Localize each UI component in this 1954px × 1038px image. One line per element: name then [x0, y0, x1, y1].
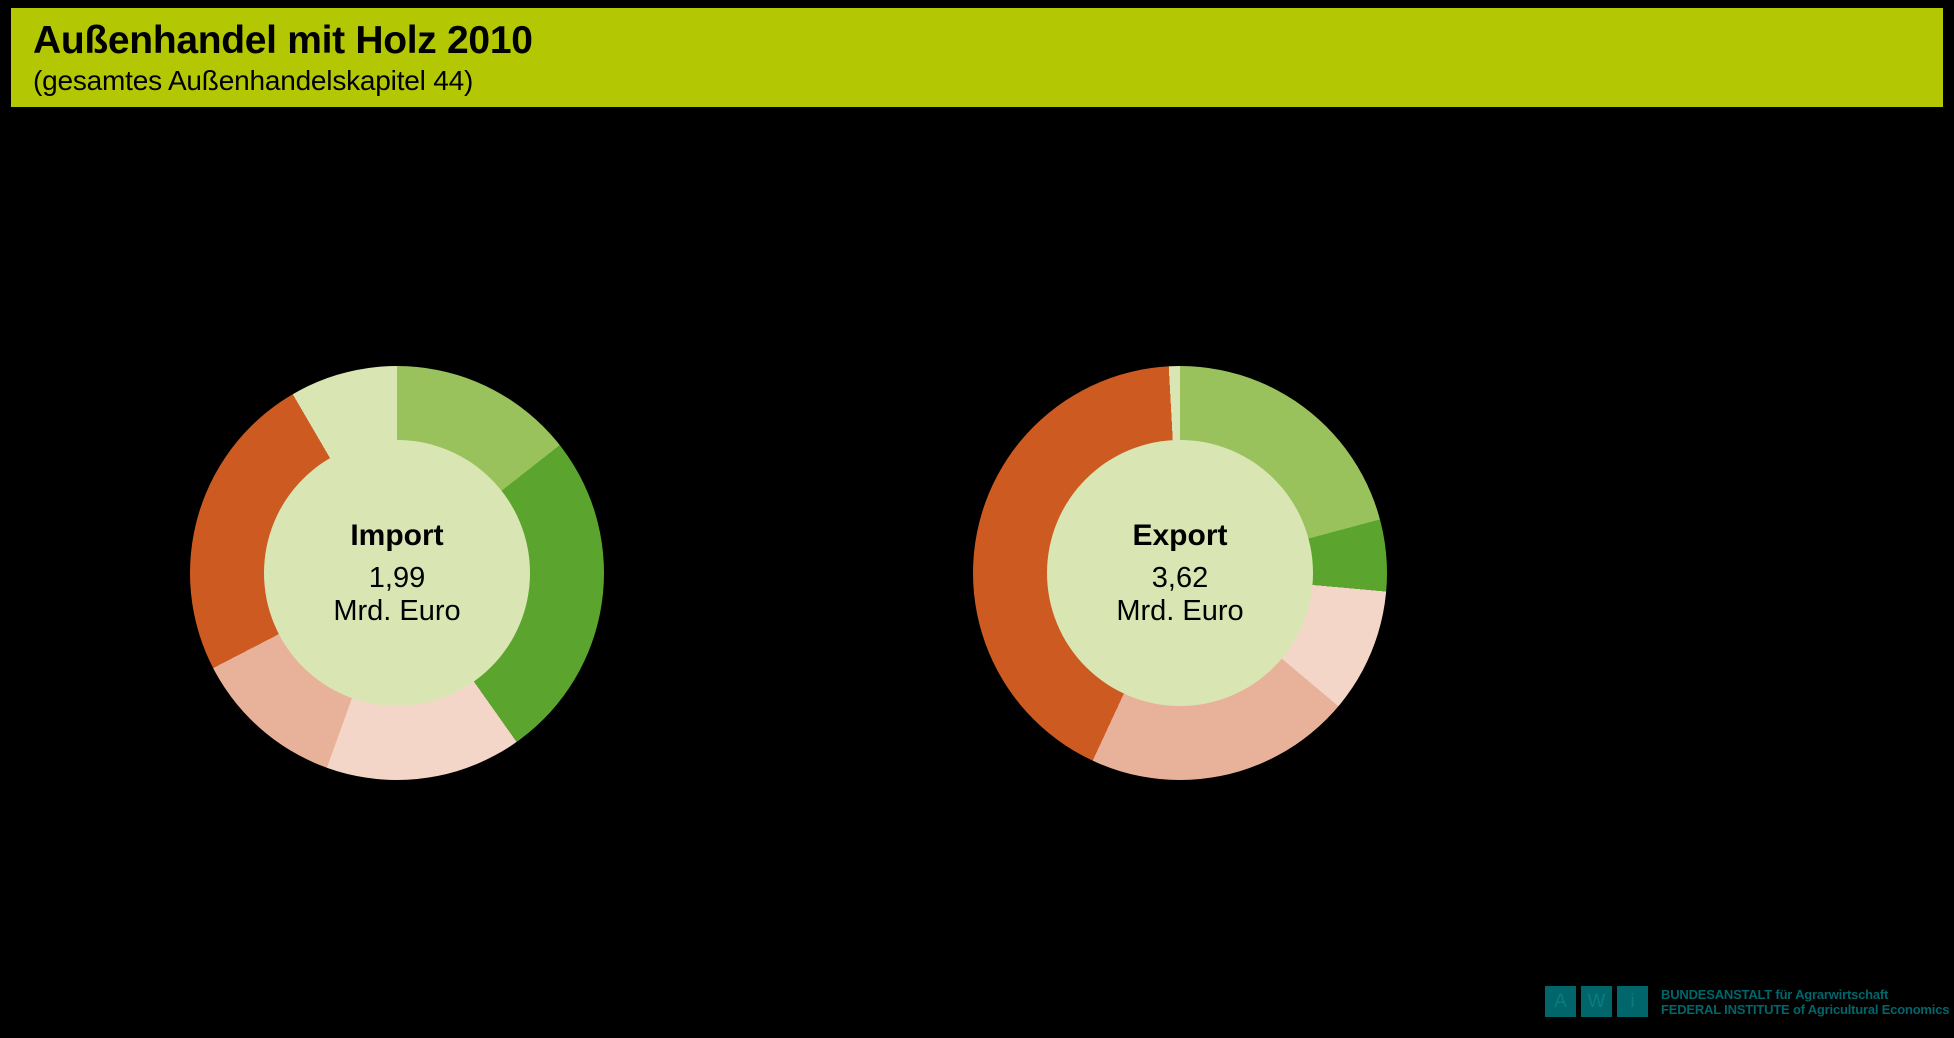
export-label: Export	[1132, 518, 1228, 552]
import-label: Import	[350, 518, 444, 552]
awi-logo-line-de: BUNDESANSTALT für Agrarwirtschaft	[1661, 986, 1889, 1002]
awi-logo-mark-a: A	[1545, 986, 1576, 1017]
import-unit: Mrd. Euro	[333, 594, 461, 627]
page-subtitle: (gesamtes Außenhandelskapitel 44)	[33, 65, 474, 96]
import-donut-center: Import 1,99 Mrd. Euro	[264, 440, 530, 706]
awi-logo-line-en: FEDERAL INSTITUTE of Agricultural Econom…	[1661, 1001, 1950, 1017]
import-donut-chart: Import 1,99 Mrd. Euro	[190, 366, 604, 780]
awi-logo-mark-w: W	[1581, 986, 1612, 1017]
export-donut-center: Export 3,62 Mrd. Euro	[1047, 440, 1313, 706]
export-donut-chart: Export 3,62 Mrd. Euro	[973, 366, 1387, 780]
export-donut-ring: Export 3,62 Mrd. Euro	[973, 366, 1387, 780]
awi-logo: A W i BUNDESANSTALT für Agrarwirtschaft …	[1545, 986, 1949, 1017]
import-donut-ring: Import 1,99 Mrd. Euro	[190, 366, 604, 780]
charts-area: Import 1,99 Mrd. Euro Export 3,62 Mrd. E…	[0, 107, 1954, 1038]
awi-logo-mark-i: i	[1617, 986, 1648, 1017]
header-band: Außenhandel mit Holz 2010 (gesamtes Auße…	[11, 8, 1943, 107]
export-unit: Mrd. Euro	[1116, 594, 1244, 627]
awi-logo-text: BUNDESANSTALT für Agrarwirtschaft FEDERA…	[1661, 987, 1949, 1017]
export-value: 3,62	[1151, 561, 1209, 594]
import-value: 1,99	[368, 561, 426, 594]
page-title: Außenhandel mit Holz 2010	[33, 19, 533, 62]
awi-logo-marks: A W i	[1545, 986, 1648, 1017]
